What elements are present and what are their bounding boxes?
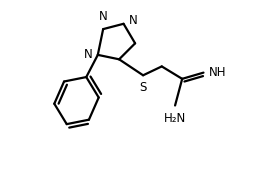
Text: H₂N: H₂N — [164, 112, 186, 125]
Text: S: S — [140, 81, 147, 94]
Text: N: N — [129, 14, 137, 27]
Text: N: N — [84, 48, 92, 61]
Text: N: N — [99, 10, 107, 23]
Text: NH: NH — [208, 66, 226, 79]
